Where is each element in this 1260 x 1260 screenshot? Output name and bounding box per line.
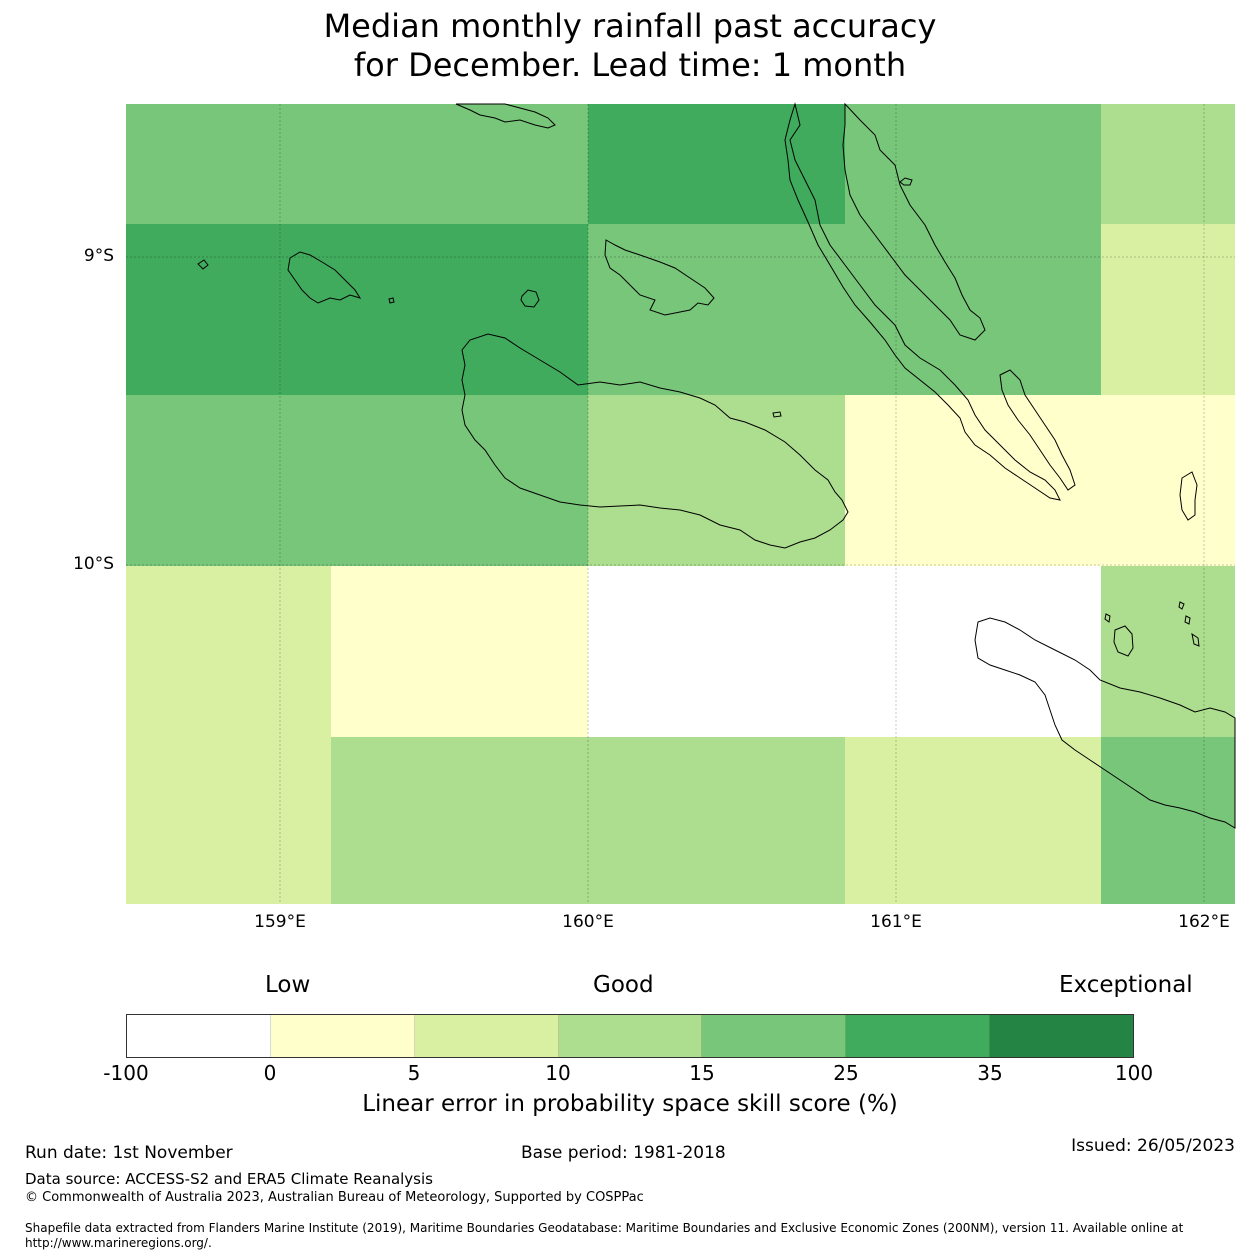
chart-title-line1: Median monthly rainfall past accuracy: [323, 7, 937, 45]
colorbar-category-good: Good: [593, 972, 654, 998]
grid-cell: [1101, 737, 1235, 904]
colorbar: [126, 1014, 1134, 1058]
grid-cell: [126, 566, 331, 737]
skill-grid: [126, 104, 1235, 904]
grid-cell: [1101, 104, 1235, 224]
colorbar-swatch-1: [127, 1015, 271, 1057]
coastline-islet-east: [1179, 471, 1198, 521]
colorbar-swatch-2: [270, 1015, 415, 1057]
grid-cell: [126, 737, 331, 904]
colorbar-tick: 0: [263, 1061, 277, 1085]
colorbar-swatch-5: [702, 1015, 847, 1057]
lon-label-160e: 160°E: [562, 912, 614, 932]
lon-label-162e: 162°E: [1178, 912, 1230, 932]
coastline-islet-b: [388, 297, 395, 304]
grid-cell: [845, 395, 1235, 566]
grid-cell: [126, 395, 588, 566]
grid-cell: [845, 737, 1101, 904]
colorbar-label: Linear error in probability space skill …: [362, 1091, 898, 1117]
grid-cell: [588, 104, 845, 224]
base-period: Base period: 1981-2018: [521, 1143, 726, 1163]
coastline-islet-d: [1104, 613, 1111, 623]
grid-cell: [1101, 566, 1235, 737]
chart-title-line2: for December. Lead time: 1 month: [353, 46, 907, 84]
coastlines: [197, 102, 1236, 829]
lon-label-161e: 161°E: [870, 912, 922, 932]
coastline-makira: [974, 617, 1236, 829]
shapefile-credit: Shapefile data extracted from Flanders M…: [25, 1221, 1184, 1250]
grid-cell: [588, 395, 845, 566]
grid-cell: [588, 566, 1101, 737]
colorbar-swatch-6: [846, 1015, 991, 1057]
colorbar-swatch-4: [558, 1015, 703, 1057]
coastline-guadalcanal: [461, 333, 849, 549]
colorbar-tick: 25: [833, 1061, 859, 1085]
data-source: Data source: ACCESS-S2 and ERA5 Climate …: [25, 1170, 433, 1188]
run-date: Run date: 1st November: [25, 1143, 233, 1163]
coastline-small-malaita: [999, 369, 1076, 491]
colorbar-tick: 35: [977, 1061, 1003, 1085]
coastline-north-isle: [455, 103, 556, 129]
colorbar-category-exceptional: Exceptional: [1059, 972, 1193, 998]
issued-date: Issued: 26/05/2023: [1071, 1136, 1235, 1156]
coastline-nggela: [604, 239, 715, 316]
coastline-islet-f: [1191, 632, 1200, 647]
colorbar-swatch-7: [990, 1015, 1134, 1057]
lon-label-159e: 159°E: [254, 912, 306, 932]
grid-cell: [845, 104, 1101, 224]
grid-cell: [126, 224, 588, 395]
coastline-malaita: [784, 102, 1061, 501]
coastline-malaita-east: [842, 102, 986, 341]
colorbar-swatch-3: [414, 1015, 559, 1057]
colorbar-tick: 10: [545, 1061, 571, 1085]
coastline-islet-h: [899, 177, 913, 186]
lat-label-10s: 10°S: [73, 554, 114, 574]
colorbar-category-low: Low: [265, 972, 311, 998]
copyright: © Commonwealth of Australia 2023, Austra…: [25, 1190, 644, 1205]
coastline-savo: [520, 289, 540, 308]
grid-cell: [1101, 224, 1235, 395]
coastline-russell: [287, 251, 362, 304]
coastline-islet-g: [1184, 615, 1191, 625]
graticule: [126, 104, 1235, 904]
coastline-ugi: [1113, 625, 1134, 657]
lat-label-9s: 9°S: [83, 246, 114, 266]
grid-cell: [331, 737, 845, 904]
colorbar-tick: 5: [407, 1061, 421, 1085]
coastline-islet-c: [772, 411, 782, 418]
coastline-islet-e: [1178, 601, 1185, 610]
colorbar-tick: 100: [1114, 1061, 1154, 1085]
colorbar-tick: -100: [103, 1061, 149, 1085]
coastline-islet-a: [197, 259, 209, 270]
grid-cell: [126, 104, 588, 224]
grid-cell: [588, 224, 1101, 395]
colorbar-tick: 15: [689, 1061, 715, 1085]
grid-cell: [331, 566, 588, 737]
